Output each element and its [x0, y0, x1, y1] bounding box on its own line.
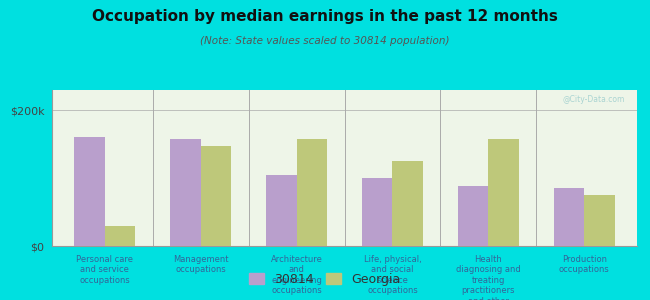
Bar — [74, 137, 105, 246]
Text: @City-Data.com: @City-Data.com — [563, 95, 625, 104]
Text: Occupation by median earnings in the past 12 months: Occupation by median earnings in the pas… — [92, 9, 558, 24]
Bar — [554, 188, 584, 246]
Legend: 30814, Georgia: 30814, Georgia — [244, 268, 406, 291]
Bar — [488, 139, 519, 246]
Bar — [362, 178, 393, 246]
Bar — [296, 139, 327, 246]
Bar — [170, 139, 201, 246]
Bar — [458, 186, 488, 246]
Bar — [393, 161, 423, 246]
Bar — [201, 146, 231, 246]
Bar — [584, 195, 615, 246]
Bar — [105, 226, 135, 246]
Bar — [266, 175, 296, 246]
Text: (Note: State values scaled to 30814 population): (Note: State values scaled to 30814 popu… — [200, 36, 450, 46]
